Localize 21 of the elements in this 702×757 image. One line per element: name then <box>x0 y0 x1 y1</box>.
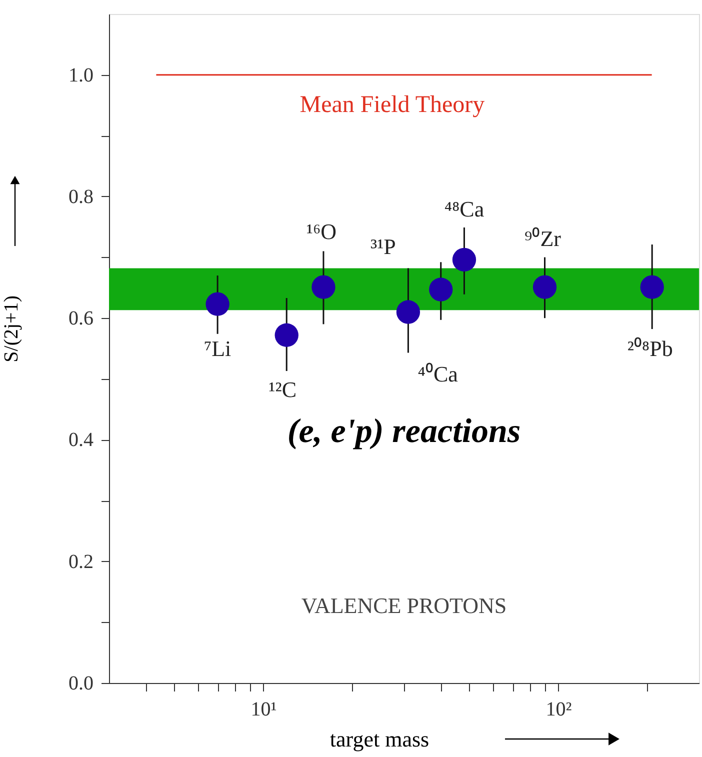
x-axis-title: target mass <box>330 726 430 752</box>
y-tick-label: 0.2 <box>68 550 94 573</box>
annotation: VALENCE PROTONS <box>301 593 507 618</box>
annotation: ⁹⁰Zr <box>524 226 562 252</box>
annotation: ²⁰⁸Pb <box>627 336 673 362</box>
y-tick-label: 0.8 <box>68 186 94 208</box>
annotation: (e, e'p) reactions <box>287 413 521 450</box>
annotation: ⁴⁸Ca <box>444 196 484 222</box>
y-tick-label: 0.0 <box>68 672 94 694</box>
x-tick-label: 10² <box>546 698 572 720</box>
x-tick-label: 10¹ <box>250 698 277 720</box>
ref-line-label: Mean Field Theory <box>300 92 485 118</box>
y-tick-label: 0.6 <box>68 308 94 330</box>
y-tick-label: 1.0 <box>68 64 94 86</box>
y-tick-label: 0.4 <box>68 429 94 452</box>
annotation: ¹⁶O <box>306 219 337 244</box>
annotation: ⁷Li <box>204 336 232 362</box>
annotation: ¹²C <box>268 377 297 402</box>
annotation: ³¹P <box>370 234 396 260</box>
annotation: ⁴⁰Ca <box>418 362 458 387</box>
y-axis-title: S/(2j+1) <box>0 296 22 362</box>
